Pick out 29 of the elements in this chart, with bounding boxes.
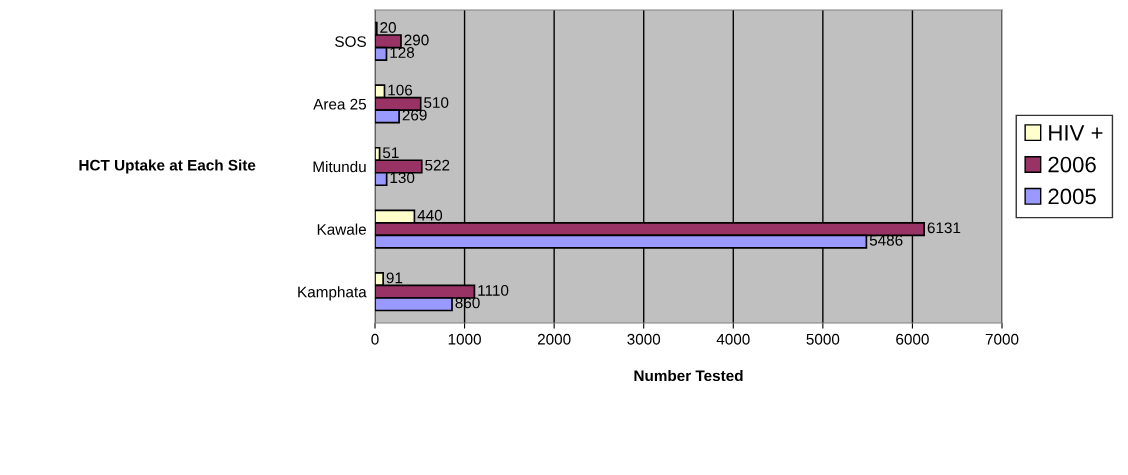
legend-label: 2005: [1048, 188, 1096, 205]
x-axis-title: Number Tested: [634, 369, 743, 382]
data-label: 6131: [927, 222, 961, 234]
y-tick-label: SOS: [335, 36, 366, 47]
x-tick-label: 0: [371, 333, 379, 345]
x-tick-label: 3000: [627, 333, 661, 345]
y-tick-label: Mitundu: [313, 160, 366, 173]
y-tick-label: Kamphata: [298, 286, 367, 301]
legend-label: HIV +: [1049, 125, 1103, 141]
x-tick-label: 6000: [896, 333, 929, 345]
x-tick-label: 2000: [537, 333, 571, 345]
y-axis-title: HCT Uptake at Each Site: [79, 159, 256, 174]
x-tick-label: 7000: [985, 333, 1019, 345]
data-label: 440: [417, 209, 443, 221]
y-tick-label: Area 25: [313, 98, 367, 110]
data-label: 510: [424, 97, 449, 108]
data-label: 1110: [478, 284, 509, 296]
y-tick-label: Kawale: [317, 223, 366, 235]
data-label: 91: [386, 272, 403, 284]
data-label: 128: [390, 47, 415, 58]
data-label: 106: [388, 84, 413, 96]
legend-label: 2006: [1048, 156, 1096, 173]
x-tick-label: 5000: [806, 333, 840, 345]
x-tick-label: 1000: [448, 333, 481, 345]
data-label: 522: [425, 159, 450, 171]
data-label: 20: [380, 22, 396, 33]
data-label: 51: [382, 147, 399, 159]
data-label: 290: [404, 34, 429, 46]
x-tick-label: 4000: [716, 333, 750, 345]
